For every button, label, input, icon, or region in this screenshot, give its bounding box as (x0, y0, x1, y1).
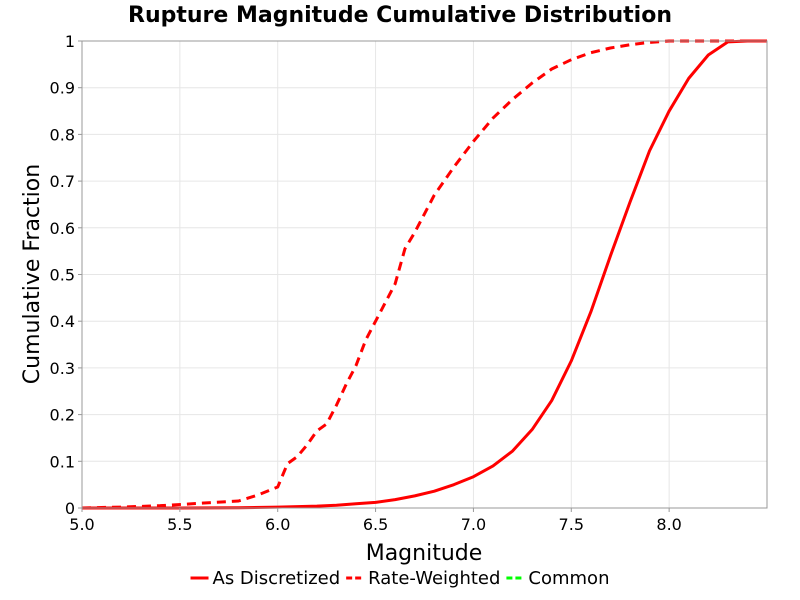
x-tick-label: 8.0 (656, 515, 681, 534)
y-tick-label: 0.9 (50, 79, 75, 98)
legend: As Discretized Rate-Weighted Common (190, 568, 609, 589)
y-tick-label: 0.2 (50, 406, 75, 425)
y-tick-label: 0 (65, 499, 75, 518)
x-tick-label: 7.5 (559, 515, 584, 534)
series-line-rate-weighted (81, 39, 767, 510)
y-tick-label: 0.4 (50, 312, 75, 331)
y-tick-label: 0.8 (50, 125, 75, 144)
x-tick-label: 5.5 (167, 515, 192, 534)
legend-item-as-discretized: As Discretized (190, 568, 341, 589)
y-tick-label: 1 (65, 32, 75, 51)
y-tick-label: 0.1 (50, 452, 75, 471)
x-tick-label: 7.0 (461, 515, 486, 534)
tick-labels: 5.0 5.5 6.0 6.5 7.0 7.5 8.0 0 0.1 0.2 0.3 0.4 0.5 0.6… (50, 32, 682, 534)
legend-label-common: Common (528, 568, 609, 589)
x-tick-label: 6.0 (265, 515, 290, 534)
legend-label-as-discretized: As Discretized (213, 568, 341, 589)
x-tick-label: 5.0 (69, 515, 94, 534)
y-tick-label: 0.7 (50, 172, 75, 191)
legend-label-rate-weighted: Rate-Weighted (368, 568, 500, 589)
y-tick-label: 0.3 (50, 359, 75, 378)
legend-item-common: Common (506, 568, 609, 589)
y-tick-label: 0.5 (50, 266, 75, 285)
x-axis-label: Magnitude (366, 541, 483, 566)
series-line-as-discretized (82, 39, 767, 510)
y-axis-label: Cumulative Fraction (20, 164, 45, 384)
legend-item-rate-weighted: Rate-Weighted (346, 568, 500, 589)
chart-title: Rupture Magnitude Cumulative Distributio… (128, 3, 672, 28)
series-lines (81, 39, 767, 510)
axes (78, 40, 768, 512)
x-tick-label: 6.5 (363, 515, 388, 534)
y-tick-label: 0.6 (50, 219, 75, 238)
